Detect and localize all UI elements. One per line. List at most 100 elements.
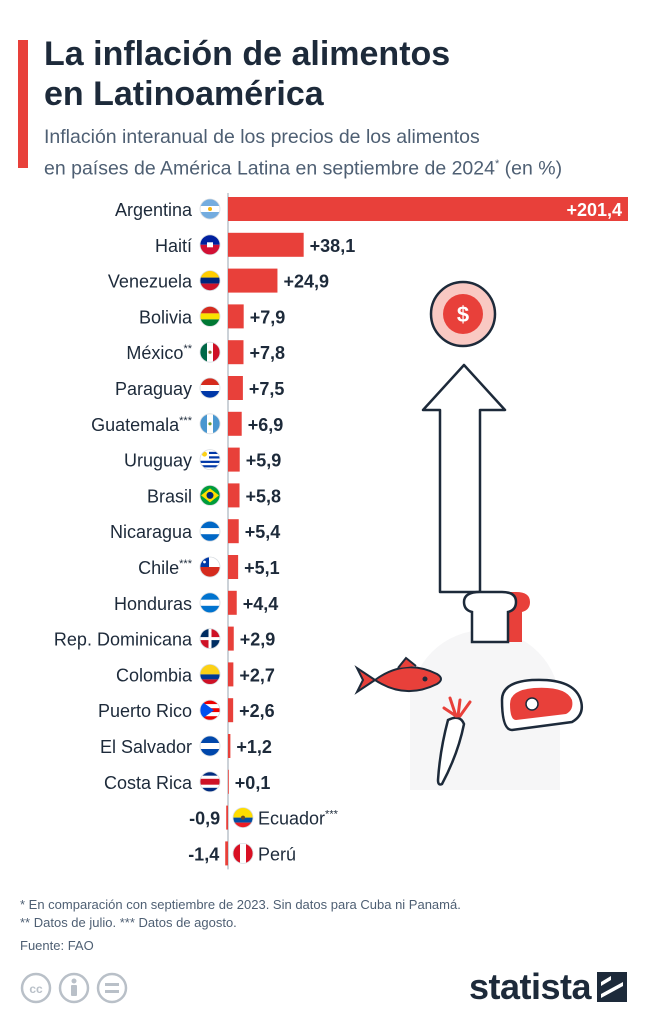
bread-icon <box>462 590 530 644</box>
category-name: Venezuela <box>108 272 193 292</box>
bar <box>228 340 244 365</box>
subtitle-line-2-text: en países de América Latina en septiembr… <box>44 157 495 180</box>
bar <box>228 698 234 723</box>
bar-row: Paraguay +7,5 <box>115 376 284 400</box>
category-label: Chile*** <box>138 558 193 578</box>
no-derivatives-icon[interactable] <box>96 972 128 1004</box>
attribution-icon[interactable] <box>58 972 90 1004</box>
category-name: Paraguay <box>115 379 192 399</box>
bar <box>225 841 228 866</box>
bar-row: Rep. Dominicana +2,9 <box>54 626 276 651</box>
category-label: Bolivia <box>139 307 193 327</box>
value-label: +2,9 <box>240 630 276 650</box>
subtitle-unit: (en %) <box>499 157 563 180</box>
subtitle: Inflación interanual de los precios de l… <box>44 124 634 183</box>
carrot-icon <box>436 696 472 786</box>
statista-mark-icon <box>597 972 627 1002</box>
category-label: Nicaragua <box>110 522 193 542</box>
bar-row: Argentina +201,4 <box>115 197 628 221</box>
bar <box>228 483 240 508</box>
el-salvador-flag-icon <box>199 735 221 757</box>
category-label: Paraguay <box>115 379 192 399</box>
bar-row: -1,4 Perú <box>188 841 296 866</box>
bar-row: Venezuela +24,9 <box>108 268 329 293</box>
category-name: Nicaragua <box>110 522 193 542</box>
bar <box>228 232 304 257</box>
statista-logo[interactable]: statista <box>469 966 627 1008</box>
dollar-coin-icon: $ <box>429 280 497 348</box>
category-label: El Salvador <box>100 737 192 757</box>
colombia-flag-icon <box>199 664 221 685</box>
category-label: Rep. Dominicana <box>54 630 193 650</box>
category-name: Colombia <box>116 665 193 685</box>
category-name: Costa Rica <box>104 773 193 793</box>
category-footnote-mark: *** <box>179 558 193 570</box>
cc-icon[interactable]: cc <box>20 972 52 1004</box>
category-name: Rep. Dominicana <box>54 630 193 650</box>
bar-row: Nicaragua +5,4 <box>110 519 281 544</box>
category-name: Chile <box>138 558 179 578</box>
category-name: México <box>126 343 183 363</box>
value-label: +7,8 <box>249 343 285 363</box>
puerto-rico-flag-icon <box>199 699 221 721</box>
bar <box>228 555 239 579</box>
up-arrow-icon <box>421 363 507 594</box>
venezuela-flag-icon <box>199 270 221 292</box>
value-label: -1,4 <box>188 844 219 864</box>
ecuador-flag-icon <box>232 807 254 828</box>
mexico-flag-icon <box>199 341 221 363</box>
footnote-2: ** Datos de julio. *** Datos de agosto. <box>20 915 237 930</box>
value-label: +24,9 <box>283 272 329 292</box>
bar <box>228 197 628 221</box>
bar-row: Colombia +2,7 <box>116 662 275 687</box>
value-label: +38,1 <box>310 236 356 256</box>
category-label: Ecuador*** <box>258 809 339 829</box>
category-label: Colombia <box>116 665 193 685</box>
value-label: +4,4 <box>243 594 279 614</box>
bar <box>228 662 234 687</box>
category-label: Puerto Rico <box>98 701 192 721</box>
subtitle-line-1: Inflación interanual de los precios de l… <box>44 126 480 148</box>
guatemala-flag-icon <box>199 413 221 435</box>
bar-row: Costa Rica +0,1 <box>104 769 270 794</box>
value-label: +5,1 <box>244 558 280 578</box>
bar-row: -0,9 Ecuador*** <box>189 805 339 830</box>
category-name: Puerto Rico <box>98 701 192 721</box>
title-line-2: en Latinoamérica <box>44 75 324 113</box>
uruguay-flag-icon <box>199 449 221 471</box>
license-icons: cc <box>20 972 130 1009</box>
value-label: +201,4 <box>566 200 622 220</box>
bar <box>228 590 237 615</box>
category-footnote-mark: *** <box>325 809 339 821</box>
value-label: -0,9 <box>189 809 220 829</box>
footnotes: * En comparación con septiembre de 2023.… <box>20 896 461 955</box>
bar <box>226 805 228 830</box>
bar-row: Guatemala*** +6,9 <box>91 411 283 436</box>
statista-wordmark: statista <box>468 966 592 1007</box>
category-name: Ecuador <box>258 809 325 829</box>
value-label: +2,6 <box>239 701 275 721</box>
dominican-republic-flag-icon <box>199 628 221 649</box>
title-accent-bar <box>18 40 28 168</box>
category-label: Honduras <box>114 594 192 614</box>
bar-row: Chile*** +5,1 <box>138 555 280 579</box>
bar-row: Brasil +5,8 <box>147 483 281 508</box>
page-title: La inflación de alimentos en Latinoaméri… <box>44 34 634 114</box>
bar-chart: $ Argentina +201,4 Haití +38,1 Venezuela +24,… <box>54 193 628 870</box>
category-footnote-mark: *** <box>179 415 193 427</box>
category-name: Argentina <box>115 200 193 220</box>
bar <box>228 626 234 651</box>
fish-icon <box>354 656 442 695</box>
category-name: Brasil <box>147 486 192 506</box>
chile-flag-icon <box>199 556 221 578</box>
bar-row: México** +7,8 <box>126 340 285 365</box>
bar <box>228 519 239 544</box>
value-label: +5,9 <box>246 451 282 471</box>
category-label: Guatemala*** <box>91 415 193 435</box>
source: Fuente: FAO <box>20 938 94 953</box>
value-label: +5,4 <box>245 522 281 542</box>
category-label: Uruguay <box>124 451 192 471</box>
honduras-flag-icon <box>199 592 221 614</box>
bar-row: Honduras +4,4 <box>114 590 279 615</box>
category-name: Haití <box>155 236 192 256</box>
